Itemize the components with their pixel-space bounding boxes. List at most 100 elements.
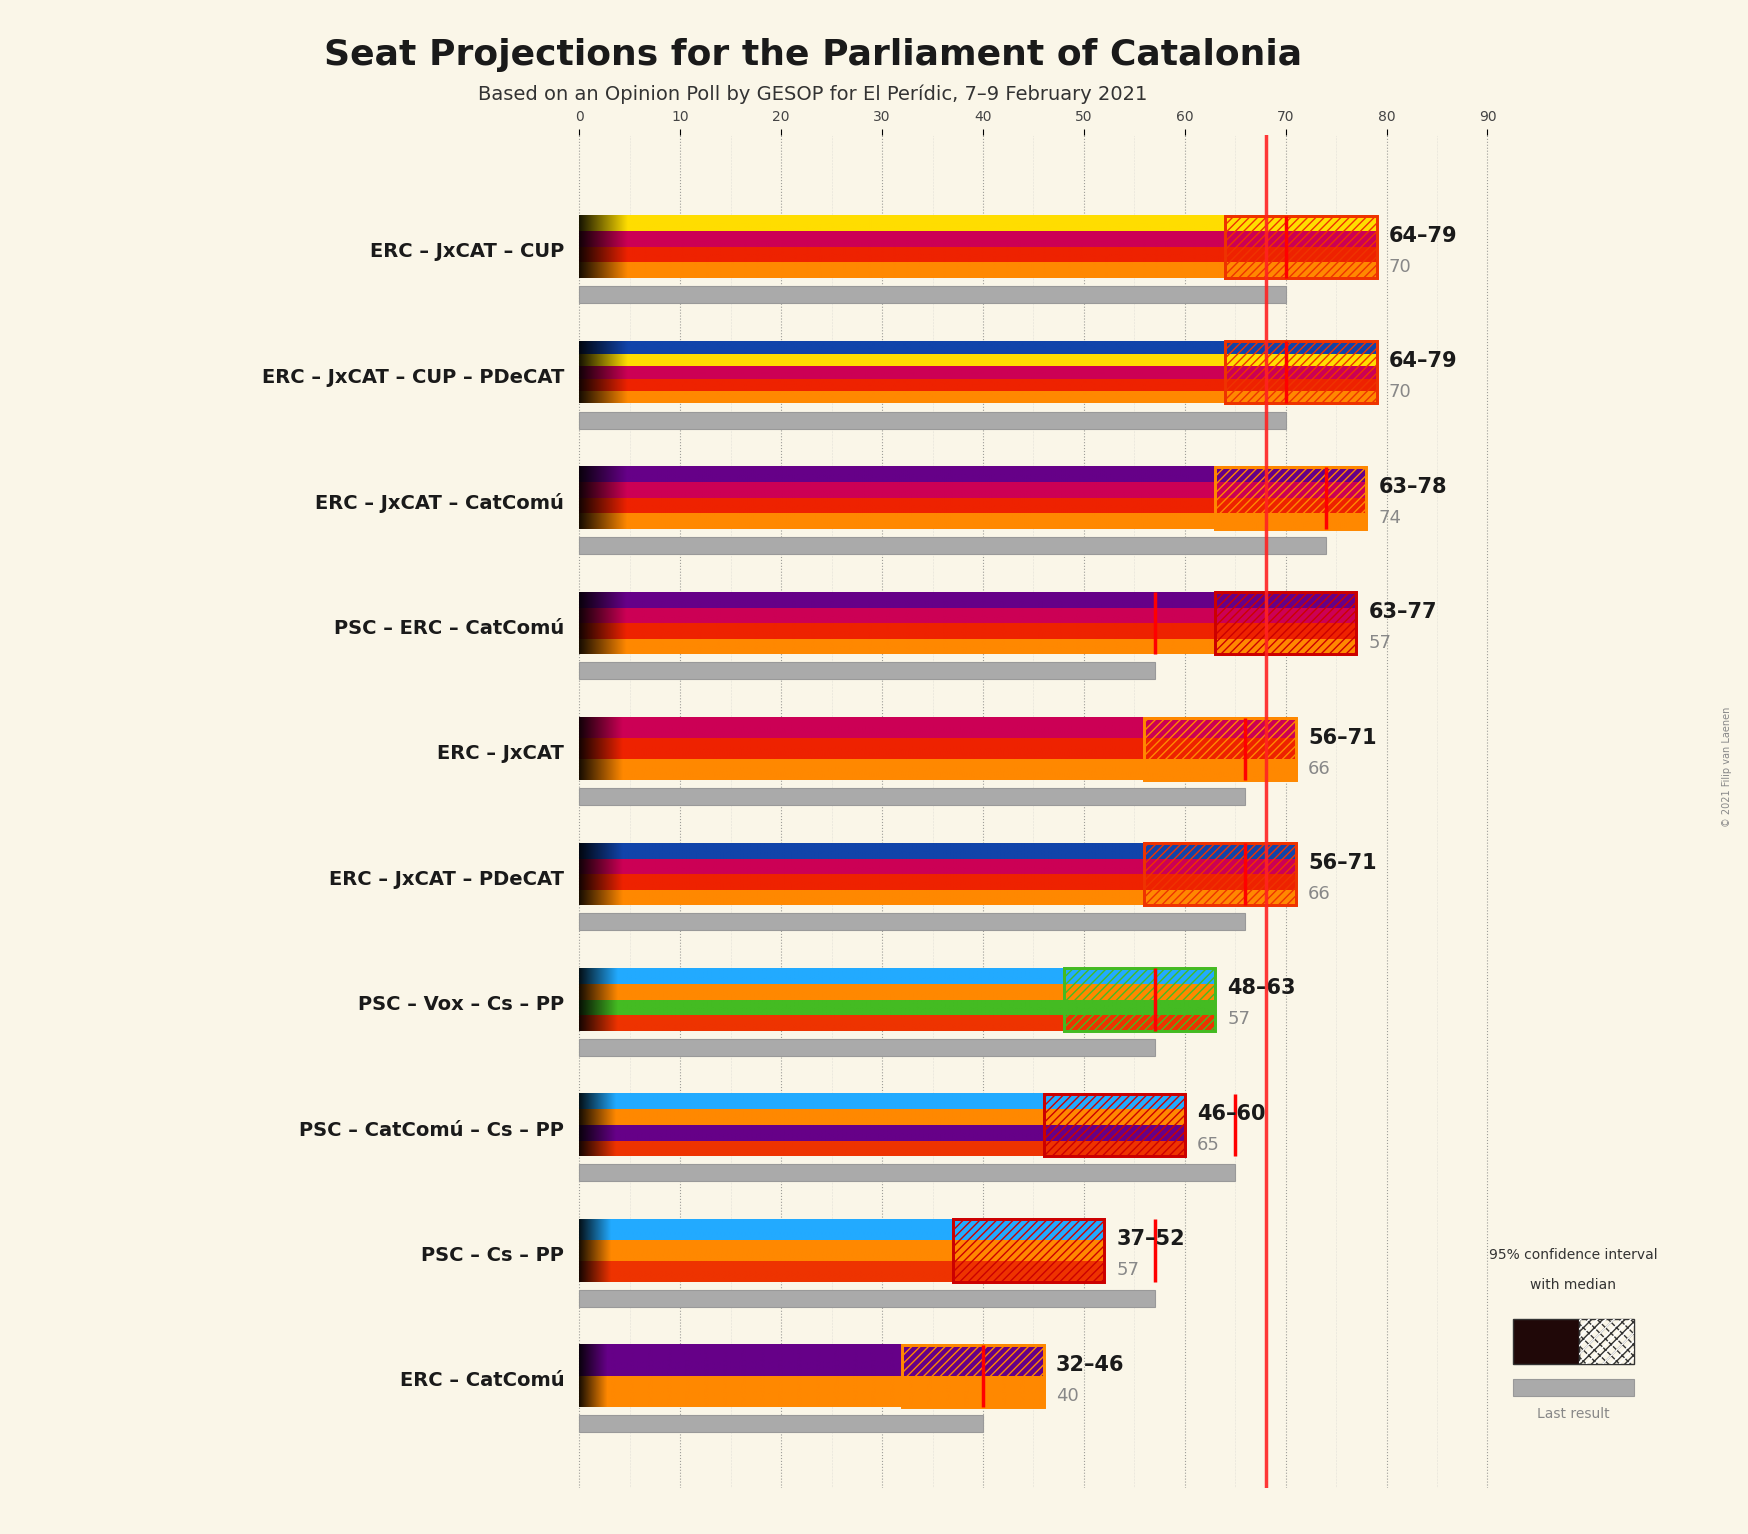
Text: ERC – JxCAT: ERC – JxCAT	[437, 744, 565, 764]
Text: 57: 57	[1369, 634, 1391, 652]
Bar	[1225, 216, 1376, 232]
Text: ERC – JxCAT – CUP: ERC – JxCAT – CUP	[371, 242, 565, 261]
Bar	[1512, 1379, 1634, 1396]
Bar	[902, 1345, 1044, 1407]
Text: ERC – JxCAT – CUP – PDeCAT: ERC – JxCAT – CUP – PDeCAT	[262, 368, 565, 387]
Bar	[1044, 1109, 1185, 1124]
Bar	[1065, 1016, 1215, 1031]
Text: ERC – JxCAT – CatComú: ERC – JxCAT – CatComú	[315, 492, 565, 512]
Bar	[902, 1376, 1044, 1407]
Text: 64–79: 64–79	[1388, 225, 1458, 245]
Bar	[1215, 514, 1367, 529]
Text: 66: 66	[1308, 759, 1330, 778]
Text: 65: 65	[1197, 1137, 1220, 1154]
Bar	[1580, 1319, 1634, 1364]
Bar	[579, 1039, 1154, 1055]
Bar	[1044, 1094, 1185, 1157]
Bar	[1225, 341, 1376, 403]
Text: © 2021 Filip van Laenen: © 2021 Filip van Laenen	[1722, 707, 1732, 827]
Bar	[1215, 466, 1367, 529]
Text: ERC – JxCAT – PDeCAT: ERC – JxCAT – PDeCAT	[329, 870, 565, 888]
Bar	[1215, 592, 1356, 655]
Bar	[1215, 638, 1356, 655]
Bar	[1044, 1094, 1185, 1157]
Bar	[1145, 844, 1295, 859]
Text: Last result: Last result	[1536, 1407, 1610, 1420]
Text: 74: 74	[1379, 509, 1402, 526]
Bar	[1145, 844, 1295, 905]
Bar	[1215, 466, 1367, 482]
Text: Seat Projections for the Parliament of Catalonia: Seat Projections for the Parliament of C…	[323, 38, 1302, 72]
Text: ERC – CatComú: ERC – CatComú	[400, 1371, 565, 1390]
Text: PSC – Vox – Cs – PP: PSC – Vox – Cs – PP	[358, 996, 565, 1014]
Bar	[1215, 607, 1356, 623]
Bar	[1215, 592, 1356, 655]
Text: PSC – CatComú – Cs – PP: PSC – CatComú – Cs – PP	[299, 1120, 565, 1140]
Text: PSC – Cs – PP: PSC – Cs – PP	[421, 1246, 565, 1266]
Text: with median: with median	[1530, 1278, 1617, 1292]
Bar	[1225, 232, 1376, 247]
Bar	[1512, 1319, 1580, 1364]
Bar	[1215, 482, 1367, 499]
Bar	[1044, 1124, 1185, 1141]
Bar	[953, 1239, 1105, 1261]
Bar	[1145, 759, 1295, 779]
Bar	[579, 285, 1287, 304]
Bar	[1044, 1141, 1185, 1157]
Bar	[579, 663, 1154, 680]
Text: Based on an Opinion Poll by GESOP for El Perídic, 7–9 February 2021: Based on an Opinion Poll by GESOP for El…	[479, 84, 1147, 104]
Bar	[1225, 216, 1376, 278]
Bar	[1225, 216, 1376, 278]
Text: 56–71: 56–71	[1308, 853, 1376, 873]
Bar	[579, 788, 1245, 805]
Text: 64–79: 64–79	[1388, 351, 1458, 371]
Text: 95% confidence interval: 95% confidence interval	[1489, 1247, 1657, 1261]
Bar	[1225, 354, 1376, 367]
Bar	[1145, 874, 1295, 890]
Bar	[1145, 859, 1295, 874]
Bar	[579, 411, 1287, 428]
Bar	[1065, 968, 1215, 983]
Text: 57: 57	[1117, 1261, 1140, 1279]
Bar	[1065, 1000, 1215, 1016]
Bar	[1145, 718, 1295, 779]
Text: PSC – ERC – CatComú: PSC – ERC – CatComú	[334, 618, 565, 638]
Bar	[1225, 262, 1376, 278]
Bar	[579, 1414, 982, 1433]
Bar	[1145, 718, 1295, 738]
Bar	[1580, 1319, 1634, 1364]
Bar	[1225, 341, 1376, 403]
Bar	[1065, 968, 1215, 1031]
Text: 70: 70	[1388, 384, 1411, 402]
Bar	[1065, 983, 1215, 1000]
Text: 57: 57	[1227, 1011, 1250, 1028]
Bar	[1215, 623, 1356, 638]
Bar	[1145, 890, 1295, 905]
Bar	[1044, 1094, 1185, 1109]
Bar	[1145, 718, 1295, 779]
Bar	[1215, 592, 1356, 607]
Text: 40: 40	[1056, 1387, 1079, 1405]
Bar	[953, 1220, 1105, 1239]
Text: 63–78: 63–78	[1379, 477, 1447, 497]
Bar	[579, 1164, 1236, 1181]
Bar	[953, 1261, 1105, 1281]
Text: 66: 66	[1308, 885, 1330, 904]
Bar	[1215, 499, 1367, 514]
Text: 48–63: 48–63	[1227, 979, 1295, 999]
Text: 63–77: 63–77	[1369, 601, 1437, 623]
Text: 32–46: 32–46	[1056, 1355, 1124, 1374]
Bar	[1065, 968, 1215, 1031]
Bar	[1225, 391, 1376, 403]
Bar	[1225, 367, 1376, 379]
Bar	[1225, 379, 1376, 391]
Text: 37–52: 37–52	[1117, 1229, 1185, 1249]
Bar	[1225, 247, 1376, 262]
Bar	[902, 1345, 1044, 1376]
Bar	[579, 537, 1327, 554]
Bar	[953, 1220, 1105, 1281]
Bar	[1215, 466, 1367, 529]
Bar	[1145, 844, 1295, 905]
Text: 46–60: 46–60	[1197, 1104, 1266, 1124]
Bar	[902, 1345, 1044, 1407]
